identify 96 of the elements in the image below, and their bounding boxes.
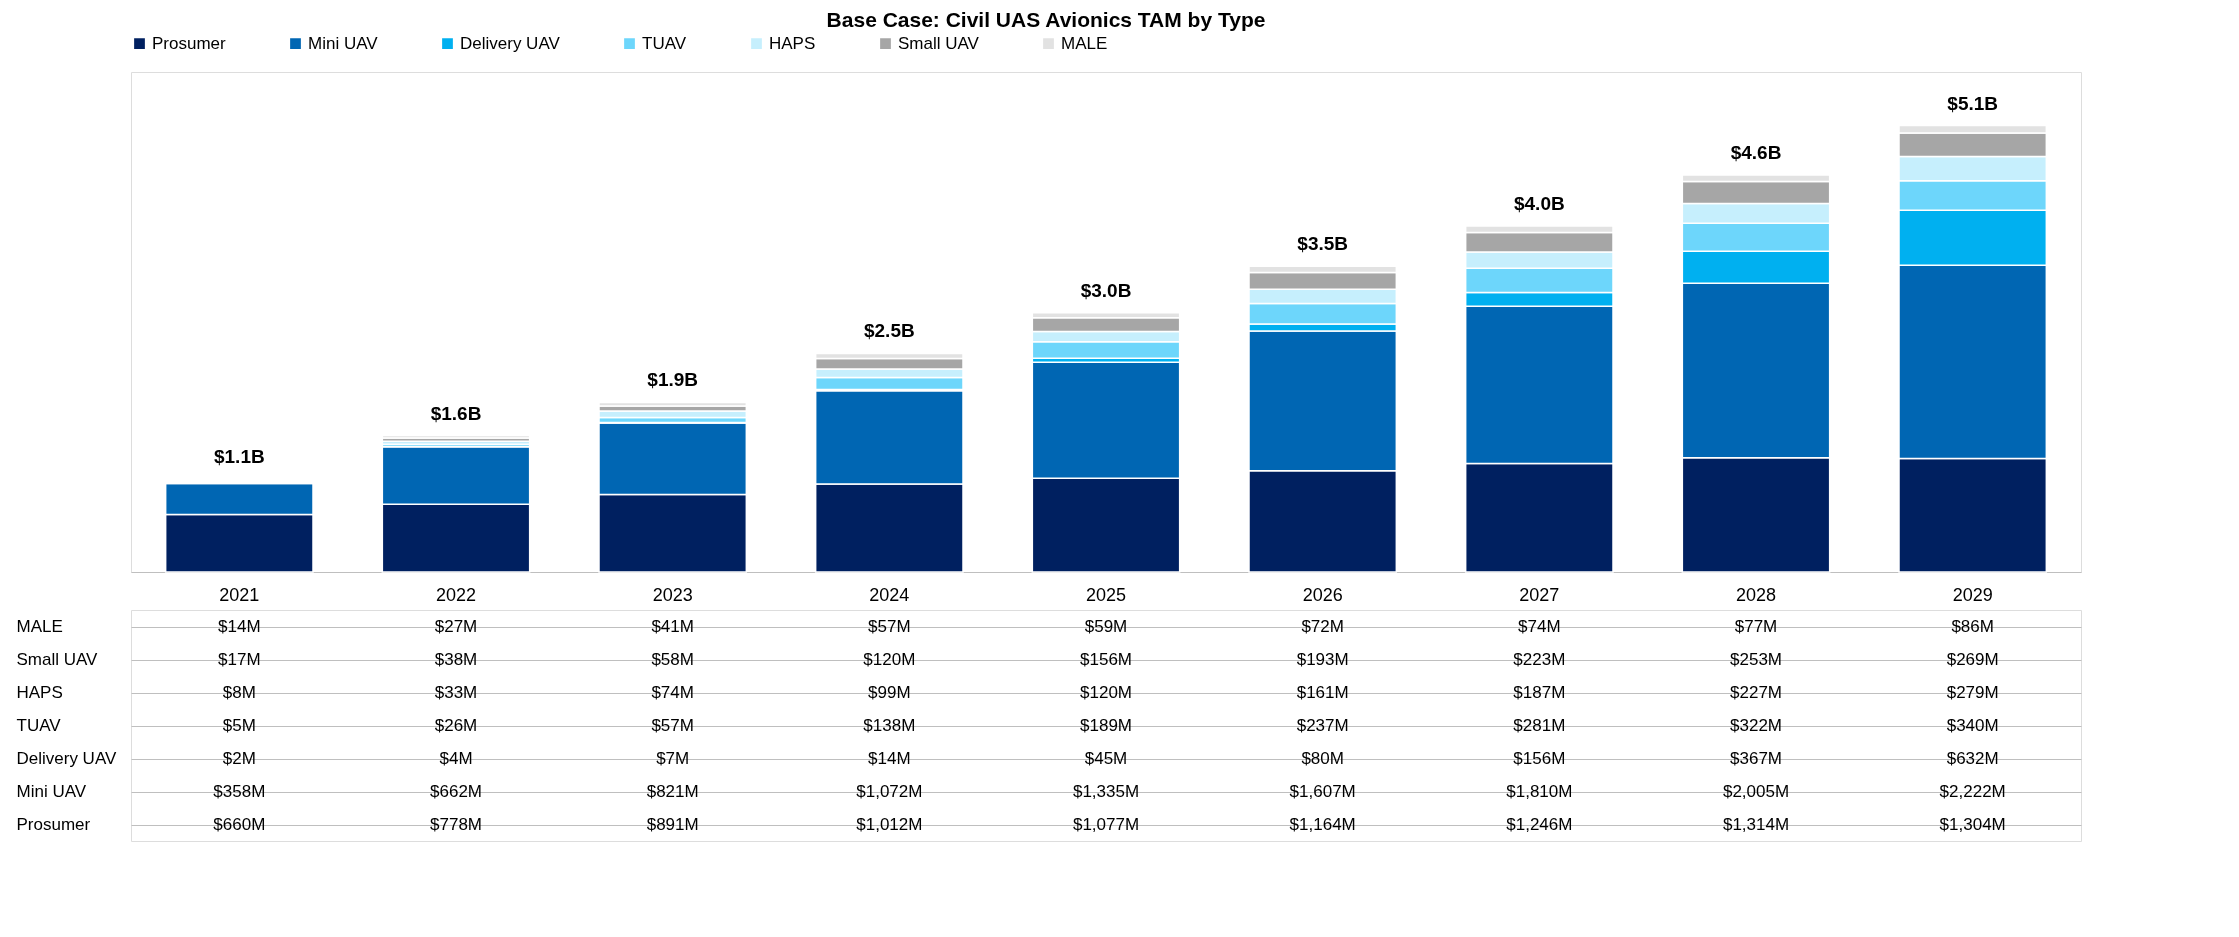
data-label: $74M <box>1518 616 1561 636</box>
data-label: $86M <box>1951 616 1994 636</box>
data-label: $33M <box>434 682 478 702</box>
data-label: $2,222M <box>1939 781 2006 801</box>
data-label: $138M <box>863 715 916 735</box>
x-tick-label: 2027 <box>1519 584 1560 605</box>
data-label: $1,077M <box>1072 814 1140 834</box>
data-label: $237M <box>1296 715 1349 735</box>
chart-title: Base Case: Civil UAS Avionics TAM by Type <box>826 8 1266 31</box>
data-label: $279M <box>1946 682 1999 702</box>
data-label: $59M <box>1084 616 1128 636</box>
data-label: $156M <box>1080 649 1132 669</box>
data-label: $891M <box>646 814 699 834</box>
data-label: $358M <box>213 781 266 801</box>
text: MALE <box>16 617 63 636</box>
data-label: $1,810M <box>1506 781 1573 801</box>
text: TUAV <box>16 716 61 735</box>
data-label: $660M <box>213 814 266 834</box>
total-label: $3.0B <box>1080 279 1132 301</box>
x-tick-label: 2025 <box>1085 584 1127 605</box>
legend-label: HAPS <box>769 33 816 53</box>
data-label: $1,164M <box>1289 814 1356 834</box>
data-label: $2M <box>222 748 256 768</box>
data-label: $5M <box>222 715 256 735</box>
legend-label: Small UAV <box>898 33 980 53</box>
data-label: $662M <box>430 781 482 801</box>
total-label: $4.6B <box>1730 141 1782 163</box>
total-label: $2.5B <box>863 320 915 342</box>
data-label: $1,246M <box>1506 814 1573 834</box>
data-label: $72M <box>1301 616 1344 636</box>
legend-label: TUAV <box>642 33 687 53</box>
text: Delivery UAV <box>16 749 117 768</box>
legend-label: MALE <box>1061 33 1108 53</box>
total-label: $1.6B <box>430 402 482 424</box>
data-label: $322M <box>1730 715 1782 735</box>
data-label: $821M <box>646 781 699 801</box>
data-label: $1,314M <box>1722 814 1790 834</box>
data-label: $4M <box>439 748 473 768</box>
data-label: $7M <box>656 748 690 768</box>
data-label: $2,005M <box>1722 781 1790 801</box>
data-label: $57M <box>868 616 911 636</box>
total-label: $1.9B <box>647 369 699 391</box>
data-label: $77M <box>1734 616 1778 636</box>
legend-label: Delivery UAV <box>460 33 561 53</box>
data-label: $269M <box>1946 649 1999 669</box>
data-label: $57M <box>651 715 694 735</box>
data-label: $193M <box>1296 649 1349 669</box>
data-label: $227M <box>1730 682 1782 702</box>
data-label: $26M <box>434 715 478 735</box>
total-label: $3.5B <box>1297 233 1349 255</box>
data-label: $14M <box>218 616 261 636</box>
data-label: $74M <box>651 682 694 702</box>
total-label: $1.1B <box>213 446 265 468</box>
data-label: $27M <box>434 616 478 636</box>
data-label: $120M <box>863 649 916 669</box>
data-label: $632M <box>1946 748 1999 768</box>
total-label: $5.1B <box>1947 92 1999 114</box>
text: Small UAV <box>16 650 98 669</box>
data-label: $156M <box>1513 748 1566 768</box>
data-label: $1,012M <box>856 814 923 834</box>
total-label: $4.0B <box>1513 193 1565 215</box>
data-label: $1,335M <box>1072 781 1140 801</box>
data-label: $161M <box>1296 682 1349 702</box>
data-label: $367M <box>1730 748 1782 768</box>
legend-label: Mini UAV <box>308 33 379 53</box>
data-label: $1,607M <box>1289 781 1356 801</box>
data-label: $340M <box>1946 715 1999 735</box>
data-label: $41M <box>651 616 694 636</box>
data-label: $281M <box>1513 715 1566 735</box>
data-label: $253M <box>1730 649 1782 669</box>
data-label: $45M <box>1084 748 1128 768</box>
data-label: $189M <box>1080 715 1132 735</box>
data-label: $1,072M <box>856 781 923 801</box>
data-label: $17M <box>218 649 261 669</box>
text: Mini UAV <box>16 782 87 801</box>
data-label: $58M <box>651 649 694 669</box>
x-tick-label: 2024 <box>869 584 910 605</box>
x-tick-label: 2022 <box>435 584 477 605</box>
text: Prosumer <box>16 815 91 834</box>
x-tick-label: 2026 <box>1302 584 1343 605</box>
x-tick-label: 2021 <box>219 584 260 605</box>
data-label: $8M <box>222 682 256 702</box>
data-label: $99M <box>868 682 911 702</box>
data-label: $120M <box>1080 682 1132 702</box>
data-label: $38M <box>434 649 478 669</box>
data-label: $187M <box>1513 682 1566 702</box>
x-tick-label: 2023 <box>652 584 693 605</box>
data-label: $778M <box>430 814 482 834</box>
x-tick-label: 2028 <box>1735 584 1777 605</box>
data-label: $14M <box>868 748 911 768</box>
text: HAPS <box>16 683 63 702</box>
legend-label: Prosumer <box>152 33 227 53</box>
data-label: $80M <box>1301 748 1344 768</box>
data-label: $223M <box>1513 649 1566 669</box>
data-label: $1,304M <box>1939 814 2006 834</box>
x-tick-label: 2029 <box>1952 584 1993 605</box>
